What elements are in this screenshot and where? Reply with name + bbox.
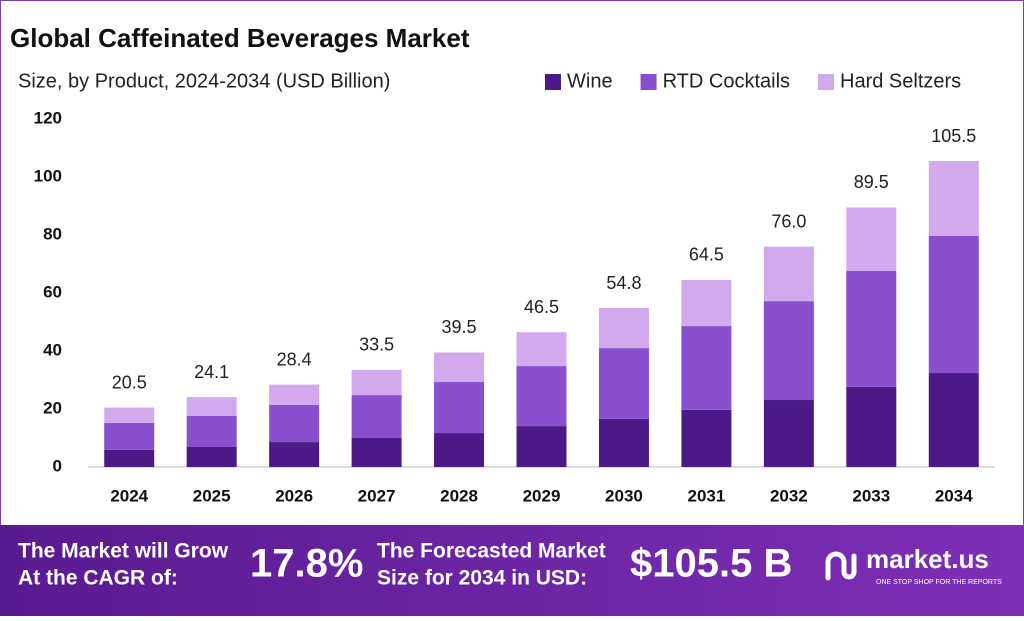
x-tick-label: 2029 — [523, 486, 561, 505]
logo-icon — [825, 551, 857, 581]
bar-segment — [351, 395, 402, 438]
total-label: 64.5 — [689, 245, 724, 265]
x-tick-label: 2028 — [440, 486, 478, 505]
x-tick-label: 2030 — [605, 486, 643, 505]
footer-text: Size for 2034 in USD: — [377, 567, 587, 590]
legend-swatch — [545, 74, 561, 90]
bar-segment — [186, 397, 237, 416]
total-label: 20.5 — [112, 372, 147, 392]
bar-segment — [351, 369, 402, 396]
total-label: 54.8 — [606, 273, 641, 293]
x-tick-label: 2032 — [770, 486, 808, 505]
legend-swatch — [818, 74, 835, 90]
legend: Wine RTD Cocktails Hard Seltzers — [545, 70, 961, 92]
x-tick-label: 2034 — [935, 486, 973, 505]
bar-segment — [269, 404, 320, 443]
total-label: 33.5 — [359, 335, 394, 355]
total-label: 105.5 — [931, 126, 976, 146]
legend-label: RTD Cocktails — [663, 70, 790, 92]
bar-segment — [846, 270, 897, 387]
bar-segment — [104, 407, 155, 423]
x-tick-label: 2033 — [852, 486, 890, 505]
footer-text: The Market will Grow — [18, 540, 229, 563]
bar-segment — [434, 352, 485, 383]
bar-segment — [516, 366, 567, 427]
footer: The Market will Grow At the CAGR of: 17.… — [18, 540, 1002, 590]
bar-segment — [516, 332, 567, 367]
bar-segment — [928, 373, 979, 467]
forecast-value: $105.5 B — [630, 542, 792, 586]
bar-segment — [269, 384, 320, 405]
total-label: 39.5 — [442, 317, 477, 337]
footer-text: The Forecasted Market — [377, 540, 606, 563]
legend-label: Wine — [567, 70, 613, 92]
bar-segment — [928, 235, 979, 374]
bar-segment — [186, 415, 237, 447]
footer-text: At the CAGR of: — [18, 567, 178, 590]
y-tick-label: 60 — [43, 282, 62, 301]
bar-segment — [763, 400, 814, 467]
legend-label: Hard Seltzers — [840, 70, 961, 92]
bar-segment — [763, 301, 814, 401]
cagr-value: 17.8% — [250, 542, 363, 586]
bar-segment — [434, 382, 485, 434]
bar-segment — [846, 207, 897, 271]
x-tick-label: 2025 — [193, 486, 231, 505]
bar-segment — [434, 433, 485, 467]
total-label: 76.0 — [771, 211, 806, 231]
tagline: ONE STOP SHOP FOR THE REPORTS — [876, 579, 1002, 586]
chart-title: Global Caffeinated Beverages Market — [10, 23, 470, 53]
bar-segment — [269, 442, 320, 467]
bar-segment — [186, 446, 237, 467]
bar-segment — [681, 409, 732, 467]
y-tick-label: 100 — [34, 166, 62, 185]
y-tick-label: 120 — [34, 108, 62, 127]
y-tick-label: 40 — [43, 340, 62, 359]
total-label: 46.5 — [524, 297, 559, 317]
y-tick-label: 0 — [53, 456, 62, 475]
bar-segment — [598, 418, 649, 467]
total-label: 24.1 — [194, 362, 229, 382]
bar-segment — [104, 422, 155, 450]
bar-segment — [681, 279, 732, 327]
bar-segment — [763, 246, 814, 302]
y-tick-label: 20 — [43, 398, 62, 417]
bar-segment — [516, 426, 567, 467]
total-label: 28.4 — [277, 349, 312, 369]
bar-segment — [598, 348, 649, 419]
chart-subtitle: Size, by Product, 2024-2034 (USD Billion… — [18, 70, 390, 92]
legend-swatch — [640, 74, 657, 90]
bar-segment — [351, 438, 402, 467]
x-tick-label: 2027 — [358, 486, 396, 505]
bar-segment — [846, 386, 897, 467]
bar-segment — [598, 308, 649, 349]
bar-segment — [104, 449, 155, 467]
total-label: 89.5 — [854, 172, 889, 192]
brand: market.us — [866, 544, 989, 574]
x-tick-label: 2026 — [275, 486, 313, 505]
x-tick-label: 2024 — [110, 486, 148, 505]
x-tick-label: 2031 — [687, 486, 725, 505]
y-tick-label: 80 — [43, 224, 62, 243]
bar-segment — [928, 161, 979, 236]
bar-segment — [681, 326, 732, 410]
